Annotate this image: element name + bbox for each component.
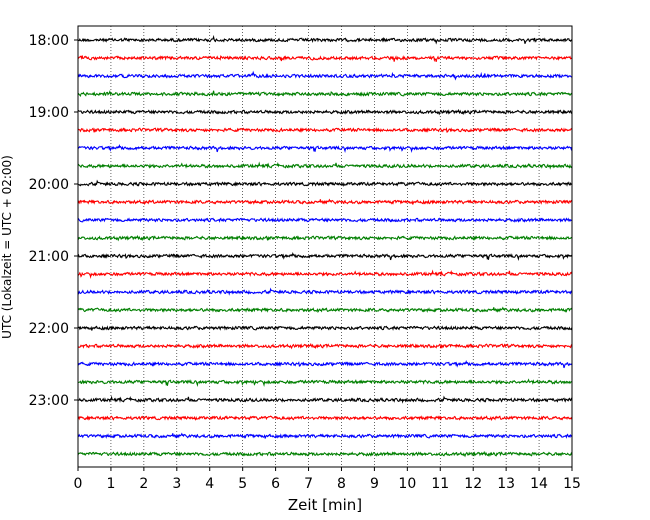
trace-2345 [77,450,573,458]
x-tick-label-15: 15 [563,476,581,492]
y-tick-label-1: 19:00 [29,105,69,121]
trace-2330 [77,432,573,439]
x-tick-label-14: 14 [530,476,548,492]
y-tick-label-2: 20:00 [29,177,69,193]
x-tick-label-9: 9 [370,476,379,492]
y-tick-label-5: 23:00 [29,393,69,409]
y-axis-label: UTC (Lokalzeit = UTC + 02:00) [0,155,14,339]
y-axis-ticks: 18:00 19:00 20:00 21:00 22:00 23:00 [29,33,78,409]
x-tick-label-10: 10 [398,476,416,492]
trace-1845 [77,90,573,98]
trace-1915 [77,127,572,133]
trace-2045 [77,234,572,242]
x-tick-label-2: 2 [139,476,148,492]
plot-frame [77,25,573,468]
trace-2200 [77,325,573,331]
x-tick-label-0: 0 [74,476,83,492]
x-tick-label-7: 7 [304,476,313,492]
trace-1930 [77,143,573,154]
trace-1900 [77,108,573,116]
x-axis-label: Zeit [min] [288,496,362,514]
trace-2215 [77,342,573,350]
x-tick-label-12: 12 [464,476,482,492]
trace-2300 [77,395,573,404]
x-tick-label-4: 4 [205,476,214,492]
x-tick-label-5: 5 [238,476,247,492]
x-tick-label-11: 11 [431,476,449,492]
trace-1815 [77,55,573,63]
seismic-traces [77,34,573,458]
y-tick-label-0: 18:00 [29,33,69,49]
trace-1830 [77,70,573,81]
x-tick-label-1: 1 [106,476,115,492]
trace-2000 [77,179,572,187]
trace-2145 [77,306,573,313]
x-tick-label-8: 8 [337,476,346,492]
trace-1945 [77,161,573,170]
trace-2030 [77,217,573,223]
y-tick-label-4: 22:00 [29,321,69,337]
trace-2230 [77,359,573,369]
trace-2015 [77,198,573,205]
trace-2315 [77,415,573,421]
x-tick-label-13: 13 [497,476,515,492]
trace-2130 [77,287,573,296]
x-tick-label-3: 3 [172,476,181,492]
y-tick-label-3: 21:00 [29,249,69,265]
trace-1800 [77,34,573,45]
trace-2100 [77,251,573,262]
trace-2245 [77,378,573,388]
trace-2115 [77,269,573,279]
x-axis-ticks: 0 1 2 3 4 5 6 7 8 9 10 11 12 13 14 15 [74,467,581,492]
x-tick-label-6: 6 [271,476,280,492]
